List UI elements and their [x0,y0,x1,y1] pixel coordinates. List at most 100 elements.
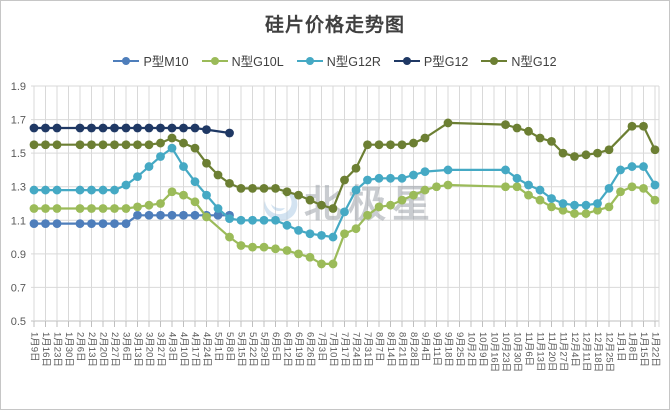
series-marker [202,212,211,222]
series-marker [363,210,372,220]
series-marker [386,173,395,183]
series-marker [236,183,246,193]
x-axis-label: 12月4日 [569,332,580,367]
x-axis-label: 9月25日 [454,332,465,367]
series-marker [41,219,50,229]
x-axis-label: 12月11日 [581,332,592,371]
series-marker [190,210,200,220]
series-marker [317,230,326,240]
series-marker [639,162,648,171]
series-marker [213,210,223,220]
series-marker [75,123,85,133]
series-marker [29,204,39,213]
series-marker [294,190,303,200]
chart-legend: P型M10 N型G10L N型G12R P型G12 N型G12 [1,51,669,70]
series-marker [305,229,315,239]
series-marker [524,190,533,200]
series-marker [98,140,108,150]
series-marker [144,200,154,210]
series-marker [87,204,96,213]
series-marker [202,125,211,135]
series-marker [121,180,131,190]
y-axis-labels: 1.9 1.7 1.5 1.3 1.1 0.9 0.7 0.5 [11,81,26,328]
series-marker [190,177,200,187]
x-axis-label: 1月15日 [638,332,649,367]
series-marker [558,148,568,158]
series-marker [420,185,430,195]
series-marker [98,219,108,229]
series-marker [420,167,430,177]
y-axis-label: 1.9 [11,81,26,93]
series-marker [443,165,453,175]
series-marker [604,145,614,155]
series-marker [167,210,177,220]
series-marker [351,163,361,173]
legend-label: N型G12R [326,55,381,69]
series-marker [236,215,246,225]
x-axis-label: 10月23日 [500,332,511,372]
series-marker [167,143,177,153]
series-marker [248,242,257,252]
series-marker [340,229,349,239]
series-marker [144,162,154,171]
series-marker [432,182,441,192]
series-4 [29,118,660,213]
series-marker [294,249,303,259]
series-marker [581,209,591,218]
legend-item: N型G12R [296,51,381,70]
x-axis-label: 11月13日 [535,332,546,371]
series-marker [512,123,522,133]
series-3 [29,123,234,138]
series-marker [650,195,660,205]
series-marker [87,123,96,133]
series-marker [639,121,648,131]
series-marker [524,126,533,136]
legend-item: N型G10L [201,51,284,70]
series-marker [190,123,200,133]
x-axis-label: 8月21日 [397,332,408,367]
series-marker [351,224,361,234]
series-marker [156,210,165,220]
series-marker [501,120,510,130]
series-marker [156,138,165,148]
series-marker [75,185,85,195]
series-marker [374,173,384,183]
series-marker [52,140,62,150]
series-marker [179,210,188,220]
x-axis-label: 1月16日 [40,332,51,367]
series-marker [547,136,556,146]
x-axis-label: 2月20日 [98,332,109,367]
y-axis-label: 0.7 [11,282,26,294]
series-marker [156,123,165,133]
y-axis-label: 0.9 [11,249,26,261]
x-axis-label: 1月9日 [29,332,40,362]
series-marker [29,140,39,150]
series-marker [52,219,62,229]
series-marker [259,215,269,225]
series-marker [305,195,315,205]
series-marker [75,219,85,229]
x-axis-label: 6月19日 [293,332,304,367]
x-axis-label: 12月25日 [604,332,615,372]
x-axis-label: 9月4日 [420,332,431,362]
series-marker [29,185,39,195]
chart-title: 硅片价格走势图 [264,15,405,36]
x-axis-label: 4月24日 [201,332,212,367]
series-marker [236,241,246,250]
series-marker [259,183,269,193]
series-marker [397,173,407,183]
series-marker [41,123,50,133]
legend-label: P型M10 [143,55,189,69]
series-marker [397,195,407,205]
series-marker [650,145,660,155]
series-marker [110,204,119,213]
x-axis-label: 7月17日 [339,332,350,367]
series-marker [570,209,579,218]
series-marker [443,180,453,190]
series-2 [29,143,660,242]
series-marker [121,123,131,133]
series-marker [340,207,349,217]
series-marker [593,205,602,215]
series-marker [41,140,50,150]
legend-item: P型G12 [393,51,468,70]
